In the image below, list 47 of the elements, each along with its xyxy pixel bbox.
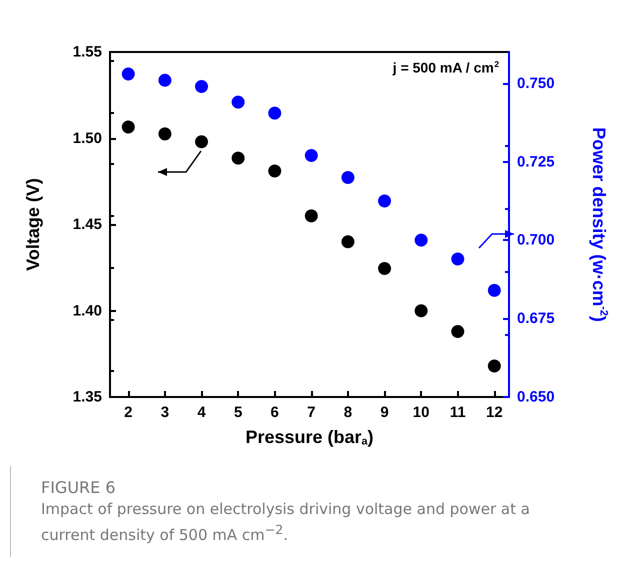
x-tick-label: 11: [450, 404, 466, 421]
point: [158, 127, 172, 140]
x-tick-label: 7: [307, 404, 316, 421]
point: [195, 135, 208, 148]
point: [341, 170, 354, 184]
y-tick-label: 1.50: [72, 130, 102, 147]
caption: FIGURE 6: [41, 477, 117, 499]
y-axis-title: Voltage (V): [23, 178, 43, 271]
y2-tick-label: 0.750: [517, 74, 555, 92]
point: [268, 164, 282, 178]
point: [378, 194, 392, 208]
y2-tick-label: 0.700: [517, 232, 555, 249]
point: [268, 106, 282, 120]
x-tick-label: 6: [270, 404, 279, 421]
point: [341, 235, 354, 248]
x-tick-label: 2: [124, 404, 132, 421]
y-tick-label: 1.45: [72, 216, 102, 233]
y2-tick-label: 0.650: [517, 388, 555, 406]
point: [158, 74, 172, 87]
x-tick-label: 5: [234, 404, 242, 421]
y2-tick-label: 0.725: [517, 153, 555, 170]
point: [122, 120, 135, 134]
y2-axis-title: Power density (w·cm-2): [589, 127, 610, 322]
point: [451, 324, 464, 338]
point: [195, 80, 208, 93]
x-tick-label: 4: [197, 404, 206, 421]
point: [304, 149, 318, 162]
y-tick-label: 1.40: [72, 302, 102, 320]
x-tick-label: 10: [412, 404, 430, 421]
point: [414, 304, 428, 318]
point: [378, 262, 392, 275]
point: [488, 359, 501, 372]
x-tick-label: 9: [380, 404, 389, 421]
x-tick-label: 8: [344, 404, 352, 421]
point: [488, 284, 501, 297]
point: [451, 252, 464, 266]
x-tick-label: 12: [486, 404, 503, 421]
point: [414, 234, 428, 247]
point: [232, 152, 245, 165]
point: [232, 96, 245, 109]
point: [304, 209, 318, 222]
x-tick-label: 3: [160, 404, 170, 421]
text: Impact of pressure on electrolysis driving voltage and power at a current density of 500 mA cm$^{−2}$.: [41, 499, 531, 546]
y-tick-label: 1.55: [72, 44, 102, 60]
y-tick-label: 1.35: [72, 388, 102, 406]
point: [122, 67, 135, 80]
y2-tick-label: 0.675: [517, 310, 555, 328]
